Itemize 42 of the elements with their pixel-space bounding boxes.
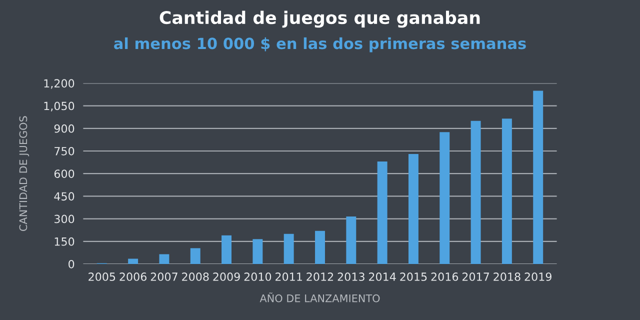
bar — [252, 239, 263, 264]
x-tick-label: 2018 — [494, 272, 520, 281]
bar — [377, 162, 388, 264]
y-tick-label: 0 — [68, 260, 74, 268]
x-tick-label: 2016 — [431, 272, 458, 281]
bar — [470, 120, 481, 264]
y-tick-label: 450 — [54, 192, 74, 201]
y-tick-label: 600 — [54, 170, 74, 178]
x-tick-label: 2007 — [150, 272, 178, 281]
y-tick-label: 300 — [54, 214, 74, 224]
bar — [408, 154, 418, 264]
x-tick-label: 2006 — [120, 272, 146, 281]
y-tick-label: 750 — [54, 146, 74, 156]
y-tick-label: 1,050 — [44, 102, 74, 112]
bar — [222, 235, 232, 264]
bar — [284, 234, 294, 264]
x-tick-label: 2012 — [306, 272, 334, 281]
bar — [190, 248, 200, 264]
x-tick-label: 2005 — [88, 272, 116, 281]
bar — [315, 230, 325, 264]
x-tick-label: 2013 — [338, 272, 364, 281]
x-tick-label: 2014 — [368, 272, 396, 281]
chart-subtitle: al menos 10 000 $ en las dos primeras semanas — [114, 37, 526, 52]
y-tick-label: 1,200 — [44, 79, 74, 89]
x-tick-label: 2019 — [524, 272, 552, 281]
x-tick-label: 2015 — [400, 272, 427, 281]
bar — [346, 216, 356, 264]
x-tick-label: 2008 — [182, 272, 209, 281]
bar — [502, 118, 512, 264]
y-tick-label: 900 — [54, 124, 74, 133]
chart-title: Cantidad de juegos que ganaban — [160, 10, 480, 28]
x-tick-label: 2009 — [213, 272, 240, 281]
bar — [159, 254, 170, 264]
bar — [440, 132, 450, 264]
y-axis-title: CANTIDAD DE JUEGOS — [19, 116, 30, 232]
bar — [128, 258, 138, 264]
x-tick-label: 2011 — [276, 272, 302, 281]
y-tick-label: 150 — [54, 237, 74, 246]
x-tick-label: 2017 — [462, 272, 489, 281]
x-tick-label: 2010 — [244, 272, 272, 281]
bar — [533, 90, 544, 264]
x-axis-title: AÑO DE LANZAMIENTO — [260, 292, 380, 302]
